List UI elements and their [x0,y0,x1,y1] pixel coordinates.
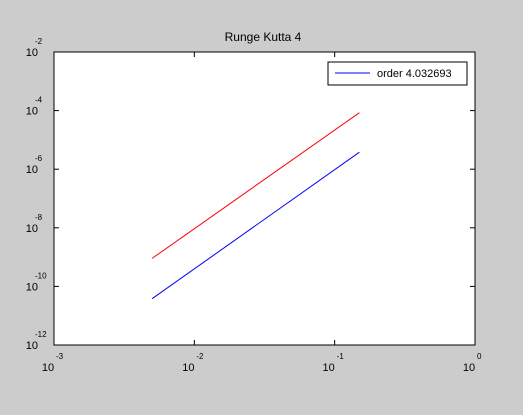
x-tick-label: 10 [323,362,335,374]
x-tick-label: 10 [182,362,194,374]
plot-area [53,51,476,346]
y-tick-exponent: -6 [35,154,43,163]
series-line-2 [151,151,360,300]
x-tick-label: 10 [42,362,54,374]
y-tick-label: 10 [26,223,38,235]
y-tick-label: 10 [26,164,38,176]
y-tick-exponent: -10 [35,271,47,280]
y-tick-label: 10 [26,47,38,59]
x-tick-exponent: -3 [56,352,64,361]
y-tick-label: 10 [26,340,38,352]
y-tick-exponent: -12 [35,330,47,339]
y-tick-label: 10 [26,281,38,293]
legend: order 4.032693 [327,61,468,86]
x-tick-label: 10 [463,362,475,374]
x-tick-exponent: -1 [337,352,345,361]
x-tick-exponent: -2 [196,352,204,361]
legend-box [327,61,468,86]
series-line-1 [151,112,360,259]
chart-title: Runge Kutta 4 [225,30,302,44]
y-tick-exponent: -4 [35,96,43,105]
y-tick-exponent: -2 [35,37,43,46]
y-tick-label: 10 [26,106,38,118]
y-tick-exponent: -8 [35,213,43,222]
series-lines [151,112,360,300]
legend-label: order 4.032693 [377,68,452,80]
x-tick-exponent: 0 [477,352,482,361]
